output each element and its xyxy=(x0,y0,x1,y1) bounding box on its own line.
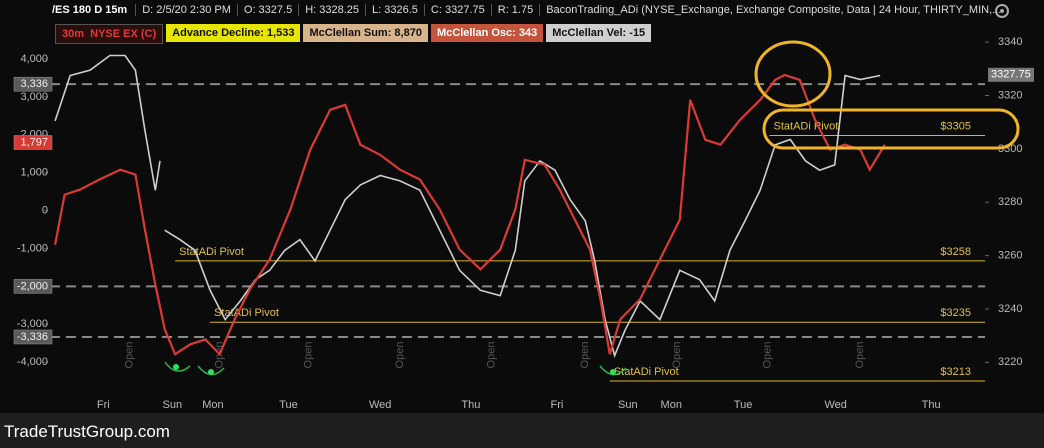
open-label: Open xyxy=(762,342,774,369)
header-item: R: 1.75 xyxy=(490,4,539,16)
x-tick-label: Tue xyxy=(279,399,298,411)
x-tick-label: Thu xyxy=(461,399,480,411)
x-tick-label: Mon xyxy=(661,399,682,411)
y2-tick-label: 3320 xyxy=(998,89,1022,101)
y2-tick-label: 3260 xyxy=(998,249,1022,261)
last-price-label: 3327.75 xyxy=(991,69,1031,81)
chart: 33403320330032803260324032204,0003,0002,… xyxy=(13,4,1034,411)
open-label: Open xyxy=(394,342,406,369)
y-tick-label: 0 xyxy=(42,204,48,216)
level-box xyxy=(13,279,53,294)
open-label: Open xyxy=(124,342,136,369)
y-tick-label: -4,000 xyxy=(17,356,48,368)
x-tick-label: Sun xyxy=(618,399,638,411)
last-price-box xyxy=(988,67,1034,82)
y-tick-label: 3,000 xyxy=(20,91,48,103)
series-line xyxy=(164,74,881,359)
low-arc xyxy=(164,361,191,372)
highlight-ellipse xyxy=(762,108,1020,150)
header-item: D: 2/5/20 2:30 PM xyxy=(135,4,237,16)
open-label: Open xyxy=(486,342,498,369)
low-dot xyxy=(208,369,214,375)
y-tick-label: -3,000 xyxy=(17,318,48,330)
header-item: C: 3327.75 xyxy=(423,4,491,16)
header-item: BaconTrading_ADi (NYSE_Exchange, Exchang… xyxy=(539,4,1000,16)
y2-tick-label: 3240 xyxy=(998,303,1022,315)
y2-tick-label: 3340 xyxy=(998,36,1022,48)
x-tick-label: Sun xyxy=(163,399,183,411)
open-label: Open xyxy=(854,342,866,369)
watermark: TradeTrustGroup.com xyxy=(4,422,170,441)
legend-chip: McClellan Vel: -15 xyxy=(546,24,652,42)
level-box xyxy=(13,329,53,345)
symbol: /ES 180 D 15m xyxy=(52,4,128,16)
series-line xyxy=(54,73,886,357)
x-tick-label: Fri xyxy=(551,399,564,411)
y2-tick-label: 3300 xyxy=(998,143,1022,155)
x-tick-label: Tue xyxy=(734,399,753,411)
highlight-circle xyxy=(754,40,832,108)
pivot-price: $3235 xyxy=(940,307,971,319)
pivot-price: $3258 xyxy=(940,246,971,258)
header-item: H: 3328.25 xyxy=(298,4,365,16)
series-line xyxy=(54,54,161,191)
pivot-label: StatADi Pivot xyxy=(774,120,839,132)
x-tick-label: Wed xyxy=(369,399,391,411)
pivot-label: StatADi Pivot xyxy=(614,366,679,378)
pivot-label: StatADi Pivot xyxy=(214,307,279,319)
y-tick-label: 1,000 xyxy=(20,167,48,179)
x-tick-label: Wed xyxy=(824,399,846,411)
y-tick-label: 4,000 xyxy=(20,53,48,65)
level-label: -2,000 xyxy=(17,280,48,292)
open-label: Open xyxy=(671,342,683,369)
legend-chip: Advance Decline: 1,533 xyxy=(166,24,301,42)
legend: 30m NYSE EX (C) Advance Decline: 1,533 Mc… xyxy=(55,24,652,44)
settings-icon[interactable] xyxy=(995,4,1009,18)
footer: TradeTrustGroup.com xyxy=(0,413,1044,448)
header-item: O: 3327.5 xyxy=(236,4,298,16)
pivot-label: StatADi Pivot xyxy=(179,246,244,258)
header-item: L: 3326.5 xyxy=(365,4,424,16)
x-tick-label: Mon xyxy=(202,399,223,411)
y2-tick-label: 3280 xyxy=(998,196,1022,208)
legend-chip: 30m NYSE EX (C) xyxy=(55,24,164,44)
timeframe: 30m xyxy=(62,28,85,40)
open-label: Open xyxy=(302,342,314,369)
y2-tick-label: 3220 xyxy=(998,356,1022,368)
low-dot xyxy=(610,369,616,375)
x-tick-label: Fri xyxy=(97,399,110,411)
plot: 33403320330032803260324032204,0003,0002,… xyxy=(13,36,1034,411)
pivot-price: $3305 xyxy=(940,120,971,132)
header: /ES 180 D 15m D: 2/5/20 2:30 PM O: 3327.5 H… xyxy=(0,0,1000,20)
level-label: -3,336 xyxy=(17,331,48,343)
legend-chip: McClellan Osc: 343 xyxy=(430,24,544,42)
y-tick-label: -1,000 xyxy=(17,242,48,254)
legend-entry: NYSE EX (C) xyxy=(90,28,157,40)
legend-chip: McClellan Sum: 8,870 xyxy=(303,24,428,42)
level-box xyxy=(13,135,53,150)
x-tick-label: Thu xyxy=(922,399,941,411)
low-dot xyxy=(173,364,179,370)
pivot-price: $3213 xyxy=(940,366,971,378)
level-label: 3,336 xyxy=(20,78,48,90)
level-box xyxy=(13,76,53,92)
open-label: Open xyxy=(579,342,591,369)
level-label: 1,797 xyxy=(20,136,48,148)
